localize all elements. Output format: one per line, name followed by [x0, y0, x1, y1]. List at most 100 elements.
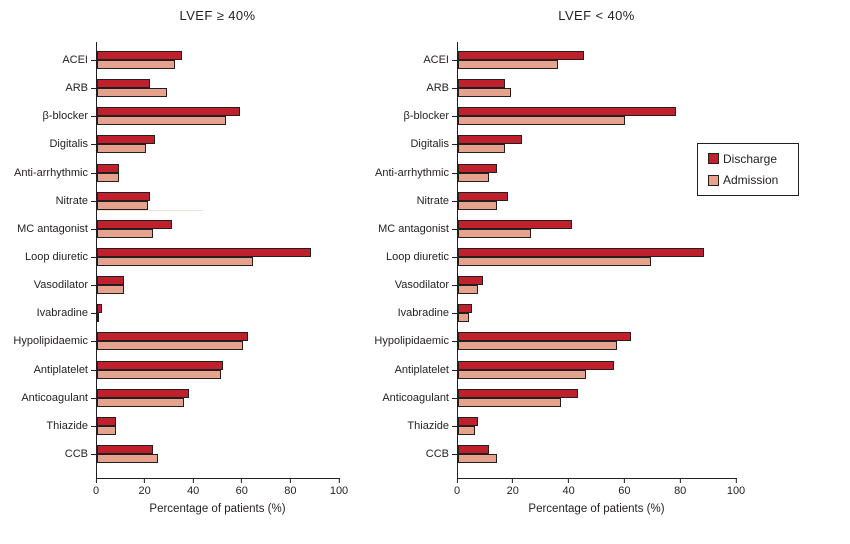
bar-admission — [97, 228, 153, 238]
category-label: Antiplatelet — [394, 363, 449, 376]
bar-admission — [97, 425, 117, 435]
category-label: Digitalis — [49, 138, 88, 151]
bar-discharge — [458, 276, 484, 286]
bar-admission — [458, 228, 531, 238]
category-label: MC antagonist — [17, 222, 88, 235]
category-label: Vasodilator — [394, 279, 449, 292]
bar-discharge — [458, 445, 489, 455]
category-row — [452, 46, 737, 74]
category-labels: ACEI ARB β-blocker Digitalis Anti-arrhythmic… — [0, 46, 88, 468]
render-artifact-line — [97, 209, 203, 211]
category-row — [452, 243, 737, 271]
category-label: Ivabradine — [36, 307, 88, 320]
x-tick-0: 0 — [454, 479, 460, 497]
chart-title: LVEF < 40% — [558, 8, 635, 23]
tick-mark — [623, 479, 625, 483]
category-labels: ACEI ARB β-blocker Digitalis Anti-arrhythmic… — [361, 46, 449, 468]
legend-entry-discharge: Discharge — [708, 152, 798, 166]
category-row — [91, 159, 340, 187]
bar-discharge — [458, 219, 573, 229]
category-label: Antiplatelet — [33, 363, 88, 376]
bar-discharge — [97, 248, 311, 258]
chart-panel-lvef-lt-40: LVEF < 40% ACEI ARB β-blocker Digitalis Anti… — [361, 0, 791, 544]
bar-admission — [458, 257, 651, 267]
category-row — [452, 102, 737, 130]
x-tick-60: 60 — [236, 479, 248, 497]
bar-discharge — [97, 191, 151, 201]
tick-label: 20 — [138, 485, 151, 497]
category-label: Nitrate — [416, 194, 449, 207]
bar-discharge — [458, 135, 523, 145]
bar-admission — [458, 285, 478, 295]
category-label: Loop diuretic — [386, 251, 449, 264]
bar-discharge — [97, 332, 248, 342]
x-axis-label: Percentage of patients (%) — [528, 503, 665, 515]
bar-discharge — [458, 332, 631, 342]
bar-admission — [97, 369, 221, 379]
bar-admission — [458, 313, 470, 323]
category-label: Hypolipidaemic — [13, 335, 88, 348]
tick-label: 0 — [453, 485, 461, 497]
tick-label: 0 — [92, 485, 100, 497]
category-label: Anti-arrhythmic — [375, 166, 449, 179]
bar-admission — [458, 369, 587, 379]
bar-discharge — [97, 276, 124, 286]
bar-discharge — [97, 79, 151, 89]
tick-mark — [192, 479, 194, 483]
category-row — [91, 243, 340, 271]
bar-discharge — [458, 416, 478, 426]
tick-mark — [95, 479, 97, 483]
bar-admission — [97, 172, 119, 182]
tick-label: 100 — [329, 485, 349, 497]
bar-admission — [458, 454, 498, 464]
bar-rows — [91, 46, 340, 468]
category-row — [452, 327, 737, 355]
bar-discharge — [97, 107, 241, 117]
x-tick-80: 80 — [674, 479, 686, 497]
bar-discharge — [97, 219, 173, 229]
legend-entry-admission: Admission — [708, 173, 798, 187]
tick-mark — [241, 479, 243, 483]
plot-area — [91, 42, 340, 479]
bar-admission — [97, 257, 253, 267]
chart-title: LVEF ≥ 40% — [179, 8, 256, 23]
category-label: Loop diuretic — [25, 251, 88, 264]
category-row — [91, 74, 340, 102]
bar-discharge — [97, 135, 156, 145]
bar-admission — [458, 88, 511, 98]
tick-label: 80 — [284, 485, 297, 497]
bar-admission — [97, 144, 146, 154]
category-label: Anticoagulant — [21, 391, 88, 404]
bar-admission — [458, 341, 618, 351]
category-row — [452, 271, 737, 299]
category-label: Digitalis — [410, 138, 449, 151]
bar-admission — [458, 200, 498, 210]
category-row — [452, 130, 737, 158]
bar-admission — [97, 88, 168, 98]
x-tick-100: 100 — [330, 479, 348, 497]
category-row — [91, 102, 340, 130]
category-label: ARB — [65, 82, 88, 95]
bar-discharge — [458, 388, 578, 398]
bar-discharge — [458, 248, 704, 258]
x-tick-0: 0 — [93, 479, 99, 497]
tick-mark — [512, 479, 514, 483]
tick-label: 40 — [187, 485, 200, 497]
category-row — [452, 356, 737, 384]
x-axis-ticks: 0 20 40 60 80 100 — [93, 478, 348, 502]
bar-discharge — [458, 107, 676, 117]
tick-label: 20 — [506, 485, 519, 497]
chart-panel-lvef-ge-40: LVEF ≥ 40% ACEI ARB β-blocker Digitalis Anti… — [0, 0, 358, 544]
bar-discharge — [97, 163, 119, 173]
bar-discharge — [97, 416, 117, 426]
bar-discharge — [97, 388, 190, 398]
bar-discharge — [458, 360, 615, 370]
category-label: ACEI — [423, 54, 449, 67]
category-row — [452, 412, 737, 440]
tick-label: 60 — [618, 485, 631, 497]
category-row — [91, 215, 340, 243]
admission-swatch-icon — [708, 174, 719, 186]
discharge-swatch-icon — [708, 153, 719, 165]
bar-admission — [458, 60, 559, 70]
category-label: β-blocker — [42, 110, 88, 123]
